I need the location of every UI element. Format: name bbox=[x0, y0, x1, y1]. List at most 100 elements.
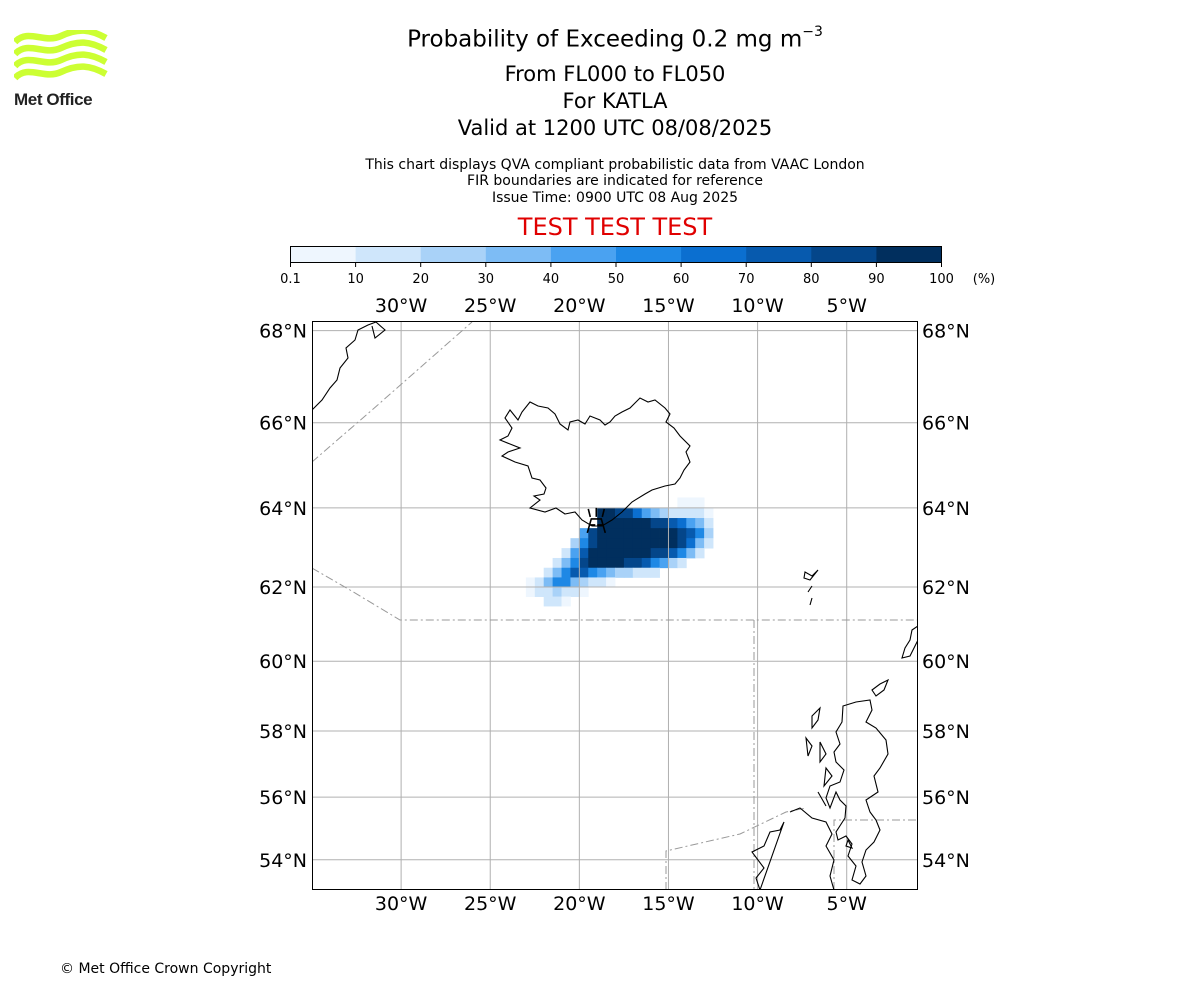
heatmap-cell bbox=[570, 577, 580, 588]
lat-tick-label-right: 58°N bbox=[922, 721, 970, 743]
met-office-logo bbox=[14, 30, 108, 81]
heatmap-cell bbox=[632, 507, 643, 519]
heatmap-cell bbox=[677, 557, 687, 569]
heatmap-cell bbox=[686, 548, 696, 559]
chart-note-fir: FIR boundaries are indicated for referen… bbox=[467, 173, 763, 189]
coastline-isle-of-man bbox=[845, 838, 854, 849]
fir-boundary-greenland bbox=[312, 321, 473, 463]
heatmap-cell bbox=[579, 538, 589, 549]
fir-boundaries bbox=[312, 321, 918, 890]
heatmap-cell bbox=[641, 557, 652, 569]
heatmap-cell bbox=[668, 548, 678, 559]
heatmap-cell bbox=[579, 587, 589, 597]
colorbar-tick-label: 10 bbox=[347, 272, 364, 287]
heatmap-cell bbox=[695, 497, 705, 509]
chart-title: Probability of Exceeding 0.2 mg m−3 bbox=[407, 24, 823, 53]
lon-tick-label-top: 10°W bbox=[731, 295, 784, 317]
colorbar-cell bbox=[616, 246, 682, 263]
heatmap-cell bbox=[695, 507, 705, 519]
heatmap-cell bbox=[606, 507, 616, 519]
heatmap-cell bbox=[650, 528, 660, 539]
colorbar-tick-label: 100 bbox=[929, 272, 954, 287]
heatmap-cell bbox=[677, 548, 687, 559]
heatmap-cell bbox=[534, 587, 545, 597]
heatmap-cell bbox=[615, 557, 625, 569]
colorbar-tick-label: 20 bbox=[412, 272, 429, 287]
lon-tick-label-top: 15°W bbox=[642, 295, 695, 317]
map-gridlines bbox=[312, 321, 918, 890]
heatmap-cell bbox=[623, 567, 634, 578]
heatmap-cell bbox=[677, 528, 687, 539]
heatmap-cell bbox=[641, 567, 652, 578]
colorbar-tick-label: 30 bbox=[478, 272, 495, 287]
heatmap-cell bbox=[668, 557, 678, 569]
lat-tick-label-left: 60°N bbox=[259, 651, 307, 673]
valid-time: Valid at 1200 UTC 08/08/2025 bbox=[457, 116, 773, 140]
colorbar-cells bbox=[290, 246, 942, 263]
heatmap-cell bbox=[597, 528, 607, 539]
heatmap-cell bbox=[623, 538, 634, 549]
lat-tick-label-left: 68°N bbox=[259, 321, 307, 343]
lon-tick-label-bottom: 10°W bbox=[731, 893, 784, 915]
heatmap-cell bbox=[552, 557, 562, 569]
heatmap-cell bbox=[686, 497, 696, 509]
heatmap-cell bbox=[632, 528, 643, 539]
fir-boundary-uk bbox=[665, 807, 918, 890]
heatmap-cell bbox=[677, 518, 687, 529]
heatmap-cell bbox=[641, 518, 652, 529]
heatmap-cell bbox=[561, 557, 571, 569]
coastline-hebrides bbox=[805, 706, 833, 807]
heatmap-cell bbox=[561, 587, 571, 597]
heatmap-cell bbox=[561, 577, 571, 588]
heatmap-cell bbox=[650, 567, 660, 578]
colorbar-tick-label: 0.1 bbox=[280, 272, 301, 287]
heatmap-cell bbox=[632, 518, 643, 529]
lat-tick-label-right: 66°N bbox=[922, 413, 970, 435]
heatmap-cell bbox=[704, 538, 714, 549]
heatmap-cell bbox=[615, 528, 625, 539]
heatmap-cell bbox=[650, 507, 660, 519]
heatmap-cell bbox=[686, 507, 696, 519]
heatmap-cell bbox=[543, 587, 554, 597]
heatmap-cell bbox=[668, 538, 678, 549]
heatmap-cell bbox=[570, 548, 580, 559]
heatmap-cell bbox=[597, 507, 607, 519]
heatmap-cell bbox=[579, 548, 589, 559]
heatmap-cell bbox=[704, 528, 714, 539]
flight-level-range: From FL000 to FL050 bbox=[504, 62, 726, 86]
lat-tick-label-right: 56°N bbox=[922, 787, 970, 809]
heatmap-cell bbox=[677, 538, 687, 549]
heatmap-cell bbox=[650, 557, 660, 569]
colorbar-tick-label: 60 bbox=[673, 272, 690, 287]
heatmap-cell bbox=[552, 596, 562, 607]
colorbar-cell bbox=[746, 246, 812, 263]
lat-tick-label-left: 64°N bbox=[259, 498, 307, 520]
heatmap-cell bbox=[659, 518, 669, 529]
heatmap-cell bbox=[615, 538, 625, 549]
lon-tick-label-bottom: 25°W bbox=[464, 893, 517, 915]
heatmap-cell bbox=[632, 538, 643, 549]
volcano-name: For KATLA bbox=[562, 89, 668, 113]
heatmap-cell bbox=[561, 596, 571, 607]
heatmap-cell bbox=[597, 567, 607, 578]
heatmap-cell bbox=[606, 548, 616, 559]
logo-text: Met Office bbox=[14, 90, 93, 109]
heatmap-cell bbox=[623, 557, 634, 569]
heatmap-cell bbox=[686, 518, 696, 529]
volcano-icon bbox=[586, 507, 607, 534]
heatmap-cell bbox=[570, 567, 580, 578]
heatmap-cells bbox=[525, 497, 714, 607]
lat-tick-label-right: 62°N bbox=[922, 577, 970, 599]
colorbar-cell bbox=[811, 246, 877, 263]
heatmap-cell bbox=[641, 538, 652, 549]
heatmap-cell bbox=[579, 567, 589, 578]
heatmap-cell bbox=[570, 538, 580, 549]
heatmap-cell bbox=[615, 518, 625, 529]
heatmap-cell bbox=[597, 538, 607, 549]
heatmap-cell bbox=[677, 507, 687, 519]
heatmap-cell bbox=[650, 518, 660, 529]
unit-exponent: −3 bbox=[802, 24, 823, 40]
heatmap-cell bbox=[543, 577, 554, 588]
heatmap-cell bbox=[615, 567, 625, 578]
coastline-ireland bbox=[751, 807, 835, 890]
